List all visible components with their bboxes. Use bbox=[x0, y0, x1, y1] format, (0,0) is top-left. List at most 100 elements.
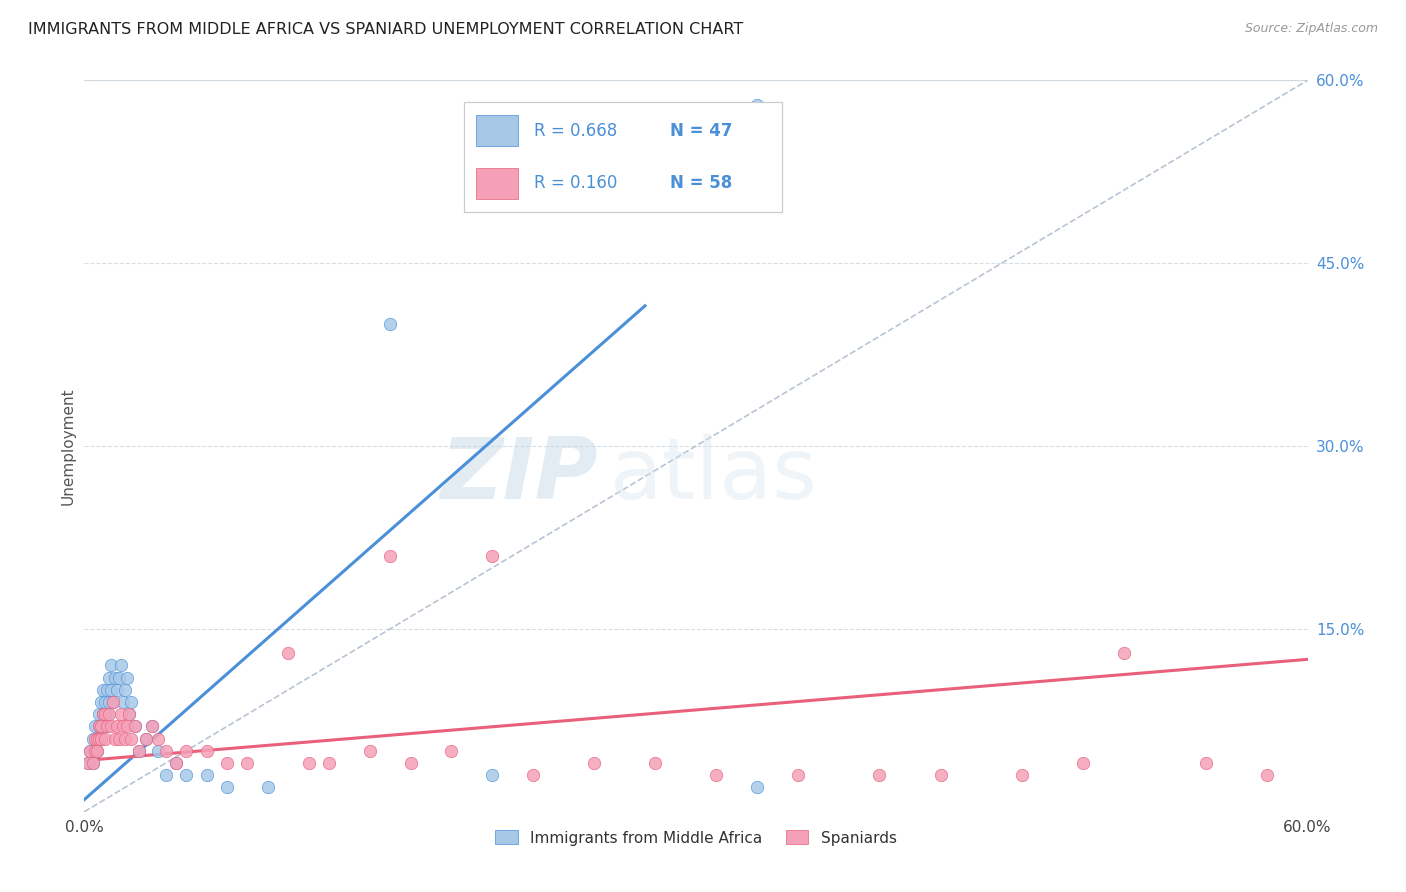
Point bbox=[124, 719, 146, 733]
Point bbox=[440, 744, 463, 758]
Point bbox=[105, 682, 128, 697]
Point bbox=[93, 731, 115, 746]
Point bbox=[146, 731, 169, 746]
Point bbox=[110, 658, 132, 673]
Point bbox=[174, 768, 197, 782]
Point bbox=[87, 719, 110, 733]
Point bbox=[100, 658, 122, 673]
Point bbox=[481, 768, 503, 782]
Point bbox=[108, 731, 131, 746]
Point bbox=[114, 731, 136, 746]
Point bbox=[277, 646, 299, 660]
Point bbox=[112, 719, 135, 733]
Point bbox=[481, 549, 503, 563]
Point bbox=[124, 719, 146, 733]
Point bbox=[135, 731, 157, 746]
Point bbox=[86, 731, 108, 746]
Point bbox=[104, 671, 127, 685]
Point bbox=[135, 731, 157, 746]
Point bbox=[298, 756, 321, 770]
Point bbox=[1011, 768, 1033, 782]
Point bbox=[869, 768, 891, 782]
Point bbox=[86, 744, 108, 758]
Point bbox=[644, 756, 666, 770]
Point bbox=[1073, 756, 1095, 770]
Point bbox=[96, 719, 118, 733]
Point bbox=[380, 317, 402, 331]
Point bbox=[91, 707, 114, 722]
Y-axis label: Unemployment: Unemployment bbox=[60, 387, 76, 505]
Point bbox=[83, 731, 105, 746]
Point bbox=[257, 780, 280, 795]
Point bbox=[86, 731, 108, 746]
Point bbox=[141, 719, 163, 733]
Point bbox=[100, 719, 122, 733]
Point bbox=[195, 768, 218, 782]
Point bbox=[1114, 646, 1136, 660]
Point bbox=[120, 695, 142, 709]
Point bbox=[100, 682, 122, 697]
Point bbox=[82, 756, 104, 770]
Point bbox=[87, 731, 110, 746]
Point bbox=[79, 744, 101, 758]
Point bbox=[128, 744, 150, 758]
Point bbox=[97, 695, 120, 709]
Point bbox=[112, 695, 135, 709]
Point bbox=[104, 731, 127, 746]
Point bbox=[399, 756, 422, 770]
Point bbox=[195, 744, 218, 758]
Point bbox=[77, 756, 100, 770]
Point bbox=[583, 756, 606, 770]
Point bbox=[82, 756, 104, 770]
Point bbox=[90, 719, 112, 733]
Point bbox=[96, 682, 118, 697]
Point bbox=[217, 780, 239, 795]
Point bbox=[93, 695, 115, 709]
Point bbox=[787, 768, 810, 782]
Point bbox=[115, 671, 138, 685]
Point bbox=[141, 719, 163, 733]
Text: atlas: atlas bbox=[610, 434, 818, 516]
Point bbox=[1256, 768, 1278, 782]
Point bbox=[101, 695, 124, 709]
Point bbox=[380, 549, 402, 563]
Point bbox=[90, 731, 112, 746]
Point bbox=[165, 756, 187, 770]
Point bbox=[174, 744, 197, 758]
Point bbox=[90, 731, 112, 746]
Point bbox=[747, 780, 769, 795]
Point bbox=[165, 756, 187, 770]
Point bbox=[128, 744, 150, 758]
Point bbox=[83, 744, 105, 758]
Point bbox=[83, 744, 105, 758]
Point bbox=[120, 731, 142, 746]
Point bbox=[108, 671, 131, 685]
Point bbox=[93, 719, 115, 733]
Point bbox=[1195, 756, 1218, 770]
Point bbox=[96, 707, 118, 722]
Point bbox=[155, 768, 177, 782]
Point bbox=[93, 707, 115, 722]
Point bbox=[706, 768, 728, 782]
Point bbox=[86, 744, 108, 758]
Point bbox=[118, 707, 141, 722]
Point bbox=[110, 707, 132, 722]
Point bbox=[359, 744, 381, 758]
Point bbox=[87, 707, 110, 722]
Point bbox=[318, 756, 340, 770]
Point bbox=[91, 682, 114, 697]
Point bbox=[146, 744, 169, 758]
Point bbox=[82, 731, 104, 746]
Point bbox=[115, 719, 138, 733]
Point bbox=[77, 756, 100, 770]
Text: IMMIGRANTS FROM MIDDLE AFRICA VS SPANIARD UNEMPLOYMENT CORRELATION CHART: IMMIGRANTS FROM MIDDLE AFRICA VS SPANIAR… bbox=[28, 22, 744, 37]
Point bbox=[105, 719, 128, 733]
Point bbox=[217, 756, 239, 770]
Legend: Immigrants from Middle Africa, Spaniards: Immigrants from Middle Africa, Spaniards bbox=[489, 824, 903, 852]
Point bbox=[79, 744, 101, 758]
Point bbox=[118, 707, 141, 722]
Point bbox=[114, 682, 136, 697]
Text: ZIP: ZIP bbox=[440, 434, 598, 516]
Point bbox=[101, 695, 124, 709]
Point bbox=[97, 671, 120, 685]
